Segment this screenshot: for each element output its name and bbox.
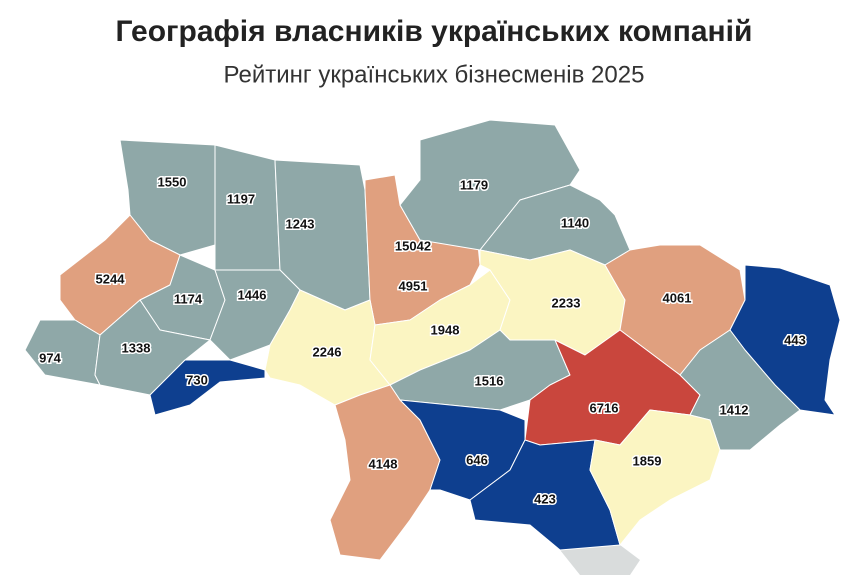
region-value: 443	[784, 332, 806, 347]
region	[469, 439, 621, 551]
region-value: 1412	[720, 402, 749, 417]
crimea-shape	[560, 545, 640, 575]
region-value: 15042	[395, 238, 431, 253]
region-value: 423	[534, 491, 556, 506]
region-value: 1948	[431, 322, 460, 337]
region-value: 4148	[369, 456, 398, 471]
region	[589, 409, 721, 546]
region-value: 4061	[663, 290, 692, 305]
region-value: 730	[186, 372, 208, 387]
region-value: 2246	[313, 344, 342, 359]
region-value: 1516	[475, 373, 504, 388]
region-value: 1197	[227, 191, 255, 206]
regions	[24, 119, 841, 561]
subtitle: Рейтинг українських бізнесменів 2025	[224, 61, 645, 88]
region	[329, 384, 441, 561]
region-value: 5244	[96, 271, 126, 286]
region	[149, 359, 266, 416]
region-value: 1338	[122, 340, 151, 355]
region-value: 646	[466, 452, 488, 467]
region-value: 1243	[286, 216, 315, 231]
region	[214, 144, 281, 271]
title: Географія власників українських компаній	[116, 15, 753, 48]
region-value: 6716	[590, 400, 619, 415]
labels: 1550 1197 1243 15042 4951 1179 1140 5244 1174 144…	[38, 173, 808, 508]
region-value: 1140	[561, 215, 589, 230]
region-value: 1550	[158, 174, 187, 189]
region	[24, 319, 101, 386]
region-value: 4951	[399, 278, 428, 293]
region-value: 974	[39, 350, 61, 365]
region-value: 2233	[552, 295, 581, 310]
region-value: 1859	[633, 453, 662, 468]
region-value: 1179	[460, 177, 488, 192]
region-value: 1174	[174, 291, 203, 306]
region-value: 1446	[238, 287, 267, 302]
